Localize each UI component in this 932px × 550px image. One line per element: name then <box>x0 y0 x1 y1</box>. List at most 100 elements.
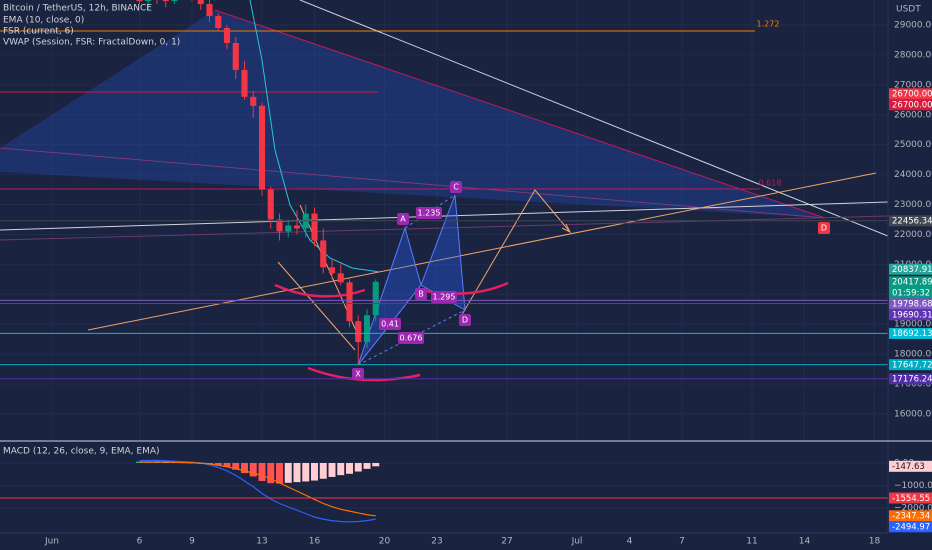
arc <box>419 281 509 295</box>
x-tick-label: 27 <box>501 537 512 547</box>
price-tag-label: 26700.00 <box>892 90 932 100</box>
histogram-bar <box>258 462 266 481</box>
label-box <box>450 181 462 193</box>
x-tick-label: Jun <box>44 537 59 547</box>
price-tag-label: 20837.91 <box>892 265 932 275</box>
y-tick-label: 28000.00 <box>894 50 932 60</box>
x-tick-label: 7 <box>679 537 685 547</box>
price-tag <box>889 327 932 339</box>
price-tag-label: 26700.00 <box>892 101 932 111</box>
label-box <box>352 368 364 380</box>
grid <box>0 0 888 440</box>
price-tag-label: 22456.34 <box>892 217 932 227</box>
price-tag <box>889 88 932 100</box>
trend-line <box>0 215 888 241</box>
price-tag <box>889 492 932 504</box>
candle-body <box>258 105 266 190</box>
histogram-bar <box>345 462 353 474</box>
x-tick-label: 20 <box>379 537 391 547</box>
ema-line <box>249 0 381 273</box>
label-box <box>415 288 427 300</box>
histogram-bar <box>372 462 380 467</box>
price-tag-label: 20417.89 <box>892 278 932 288</box>
pattern-label: B <box>418 290 424 299</box>
candle-body <box>320 240 327 268</box>
price-tag <box>889 263 932 275</box>
histogram-bar <box>302 462 310 482</box>
wedge-line <box>0 147 826 219</box>
candle-body <box>145 0 152 2</box>
price-tag-label: 19798.68 <box>892 300 932 310</box>
y-tick-label: −2000.00 <box>894 503 932 513</box>
trend-line <box>299 0 888 237</box>
histogram-bar <box>354 462 362 472</box>
candle-body <box>276 219 283 232</box>
price-tag-label: 19690.31 <box>892 311 932 321</box>
projection <box>459 189 571 319</box>
candle-body <box>215 16 222 29</box>
countdown: 01:59:32 <box>892 288 930 298</box>
x-tick-label: 14 <box>799 537 811 547</box>
price-tag-label: 17176.24 <box>892 375 932 385</box>
trend-line <box>0 201 888 231</box>
price-tag <box>889 521 932 533</box>
price-tag <box>889 309 932 321</box>
histogram-bar <box>214 462 222 466</box>
candle-body <box>250 96 257 106</box>
indicator-title: EMA (10, close, 0) <box>3 16 84 26</box>
target-label: D <box>821 224 827 233</box>
price-tag-label: -2494.97 <box>892 523 930 533</box>
wedge-line <box>214 9 826 219</box>
candle-body <box>328 267 336 274</box>
fib-label: 0.618 <box>759 179 782 188</box>
price-tag-label: -2347.34 <box>892 512 930 522</box>
x-tick-label: 11 <box>746 537 757 547</box>
histogram-bar <box>328 462 336 477</box>
candle-body <box>136 0 143 2</box>
ratio-label: 0.41 <box>381 320 399 329</box>
price-tag <box>889 359 932 371</box>
price-tag-label: -1554.55 <box>892 494 930 504</box>
y-tick-label: 29000.00 <box>894 21 932 31</box>
candle-body <box>293 225 301 229</box>
candle-body <box>241 69 248 97</box>
histogram-bar <box>293 462 301 483</box>
candle-body <box>267 189 274 220</box>
arrow-head <box>561 223 572 234</box>
macd-line <box>139 461 376 517</box>
histogram-bar <box>240 462 248 474</box>
pattern-label: X <box>355 370 361 379</box>
x-tick-label: Jul <box>571 537 583 547</box>
y-tick-label: 22000.00 <box>894 230 932 240</box>
macd-pane <box>0 459 888 523</box>
y-tick-label: 17000.00 <box>894 380 932 390</box>
price-tag <box>889 99 932 111</box>
pattern-label: D <box>462 316 468 325</box>
ratio-label: 1.235 <box>418 209 441 218</box>
price-tag <box>889 298 932 310</box>
candle-body <box>311 213 318 241</box>
macd-line <box>139 459 376 523</box>
y-tick-label: 23000.00 <box>894 200 932 210</box>
price-tag <box>889 276 932 299</box>
candle-body <box>346 282 353 322</box>
label-box <box>379 318 401 330</box>
candles <box>0 0 888 380</box>
currency: USDT <box>896 5 921 15</box>
label-box <box>459 314 471 326</box>
y-tick-label: 27000.00 <box>894 80 932 90</box>
channel-line <box>277 261 356 351</box>
drawings <box>0 0 888 382</box>
histogram-bar <box>363 462 371 469</box>
candle-body <box>223 28 231 43</box>
price-tag <box>889 373 932 385</box>
x-tick-label: 23 <box>431 537 442 547</box>
histogram-bar <box>310 462 318 481</box>
label-box <box>416 207 442 219</box>
label-box <box>397 213 409 225</box>
x-tick-label: 6 <box>137 537 143 547</box>
fib-label: 1.272 <box>757 20 780 29</box>
x-tick-label: 16 <box>309 537 321 547</box>
x-tick-label: 9 <box>189 537 195 547</box>
